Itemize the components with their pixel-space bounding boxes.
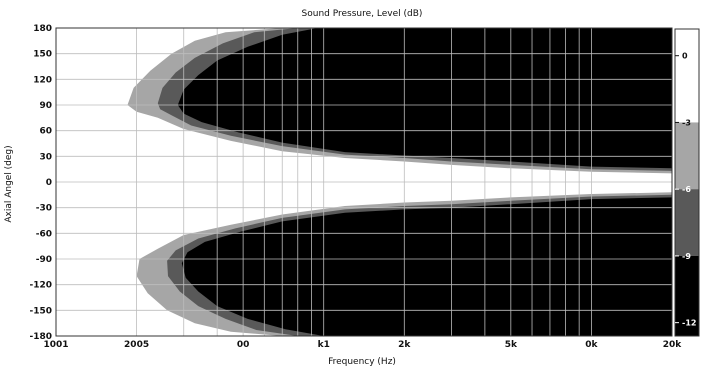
colorbar-tick-label: -9 [682, 252, 691, 261]
colorbar-tick-label: 0 [682, 52, 688, 61]
colorbar: 0 -3 -6 -9 -12 [674, 28, 700, 337]
x-tick-label: 2005 [124, 340, 149, 350]
colorbar-tick-label: -3 [682, 118, 691, 127]
contour-upper-m9db [177, 28, 673, 169]
y-tick-label: 30 [39, 152, 52, 162]
y-axis-ticks: 180 150 120 90 60 30 0 -30 -60 -90 -120 -150 -180 [29, 24, 52, 342]
x-axis-ticks: 1001 2005 00 k1 2k 5k 0k 20k [43, 340, 682, 350]
plot-area [55, 27, 673, 337]
x-tick-label: 1001 [43, 340, 68, 350]
colorbar-segment [675, 29, 699, 123]
contour-lower-m9db [181, 197, 673, 336]
grid-lines [56, 28, 672, 336]
colorbar-tick-label: -6 [682, 185, 691, 194]
x-tick-label: 2k [398, 340, 411, 350]
y-tick-label: 60 [39, 127, 52, 137]
y-tick-label: -180 [29, 332, 52, 342]
x-tick-label: 0k [585, 340, 598, 350]
chart-title: Sound Pressure, Level (dB) [302, 9, 423, 19]
y-tick-label: -90 [36, 255, 52, 265]
y-tick-label: -120 [29, 281, 52, 291]
x-tick-label: 20k [663, 340, 683, 350]
y-tick-label: 180 [33, 24, 52, 34]
colorbar-tick-label: -12 [682, 319, 696, 328]
y-tick-label: 120 [33, 75, 52, 85]
y-tick-label: 150 [33, 50, 52, 60]
x-axis-label: Frequency (Hz) [328, 357, 396, 367]
x-tick-label: k1 [318, 340, 330, 350]
plot-border [55, 27, 673, 337]
y-tick-label: -30 [36, 204, 52, 214]
x-tick-label: 5k [505, 340, 518, 350]
x-tick-label: 00 [237, 340, 250, 350]
y-tick-label: 0 [46, 178, 52, 188]
y-axis-label: Axial Angel (deg) [4, 145, 14, 222]
y-tick-label: 90 [39, 101, 52, 111]
colorbar-segment [675, 189, 699, 256]
y-tick-label: -150 [29, 306, 52, 316]
colorbar-segment [675, 122, 699, 190]
y-tick-label: -60 [36, 229, 52, 239]
colorbar-border [674, 28, 700, 337]
